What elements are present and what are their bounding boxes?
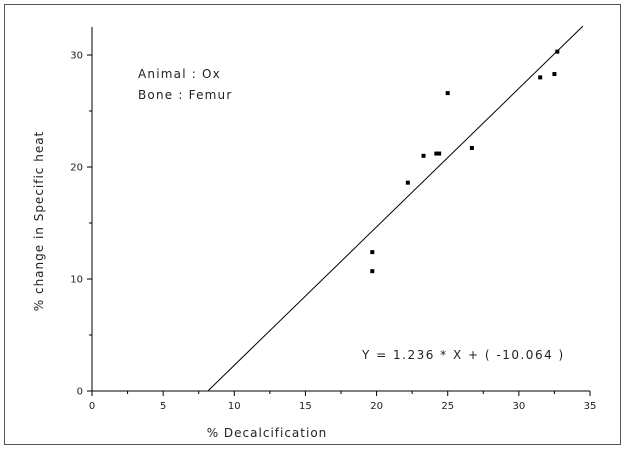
y-axis-ticks: 0 10 20 30 [70,51,92,398]
annotation-bone: Bone : Femur [138,88,233,102]
x-tick-label: 30 [512,401,525,412]
data-point [445,91,450,96]
data-point [405,180,410,185]
regression-line-group [207,25,584,392]
x-tick-label: 15 [299,401,312,412]
data-point [434,151,439,156]
axes [91,27,590,392]
x-tick-label: 0 [89,401,95,412]
annotation-animal: Animal : Ox [138,67,221,81]
data-point [555,49,560,54]
scatter-chart: 0 5 10 15 20 25 30 35 0 10 20 30 % Decalcification… [32,25,597,440]
data-point [370,269,375,274]
chart-frame: 0 5 10 15 20 25 30 35 0 10 20 30 % Decalcification… [4,4,621,445]
y-tick-label: 20 [70,163,83,174]
y-tick-label: 10 [70,275,83,286]
data-point [437,151,442,156]
data-point [469,145,474,150]
x-tick-label: 35 [584,401,597,412]
x-tick-label: 10 [228,401,241,412]
x-axis-label: % Decalcification [207,426,328,440]
x-tick-label: 25 [441,401,454,412]
data-points [370,49,560,274]
regression-equation: Y = 1.236 * X + ( -10.064 ) [361,348,565,362]
x-axis-ticks: 0 5 10 15 20 25 30 35 [89,391,597,412]
y-tick-label: 0 [77,387,83,398]
data-point [552,72,557,77]
regression-line [207,25,584,392]
x-tick-label: 20 [370,401,383,412]
data-point [370,250,375,255]
y-tick-label: 30 [70,51,83,62]
x-tick-label: 5 [160,401,166,412]
data-point [421,153,426,158]
data-point [538,75,543,80]
y-axis-label: % change in Specific heat [32,131,46,312]
